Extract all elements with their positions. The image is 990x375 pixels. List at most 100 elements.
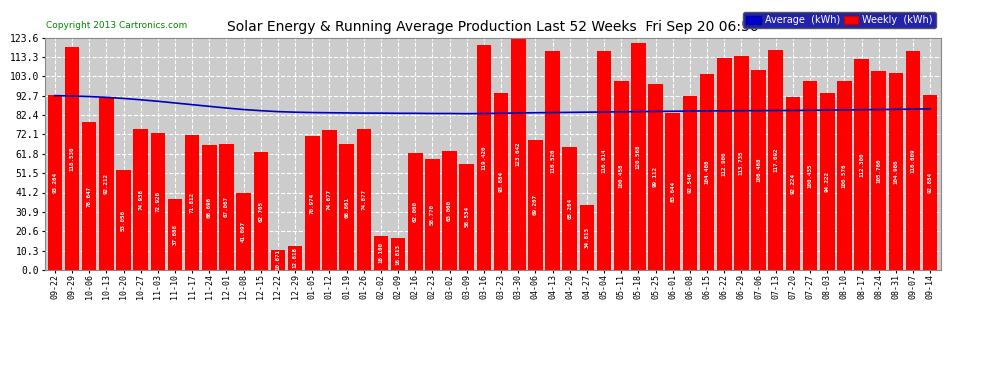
Bar (150, 133, 165, 270)
Bar (167, 199, 182, 270)
Text: 104.408: 104.408 (705, 159, 710, 184)
Bar (116, 170, 131, 270)
Text: 66.696: 66.696 (207, 197, 212, 218)
Text: 113.735: 113.735 (739, 151, 743, 175)
Text: 34.813: 34.813 (584, 227, 589, 248)
Text: 58.770: 58.770 (430, 204, 435, 225)
Bar (185, 135, 199, 270)
Bar (340, 144, 354, 270)
Text: 62.060: 62.060 (413, 201, 418, 222)
Bar (768, 50, 783, 270)
Bar (648, 84, 663, 270)
Bar (237, 193, 250, 270)
Text: 100.435: 100.435 (808, 163, 813, 188)
Bar (443, 152, 457, 270)
Bar (48, 94, 62, 270)
Title: Solar Energy & Running Average Production Last 52 Weeks  Fri Sep 20 06:56: Solar Energy & Running Average Productio… (227, 20, 758, 33)
Text: 92.224: 92.224 (790, 173, 795, 194)
Text: 112.300: 112.300 (859, 152, 864, 177)
Text: 94.222: 94.222 (825, 171, 830, 192)
Bar (202, 144, 217, 270)
Bar (99, 96, 114, 270)
Text: 116.609: 116.609 (911, 148, 916, 172)
Text: 83.644: 83.644 (670, 181, 675, 202)
Text: 119.420: 119.420 (481, 146, 486, 170)
Text: 63.060: 63.060 (447, 200, 452, 221)
Text: 18.100: 18.100 (378, 243, 383, 264)
Text: 92.546: 92.546 (687, 172, 692, 194)
Text: 74.877: 74.877 (361, 189, 366, 210)
Bar (820, 93, 835, 270)
Bar (459, 164, 474, 270)
Text: 118.530: 118.530 (69, 146, 74, 171)
Bar (134, 129, 148, 270)
Text: 93.884: 93.884 (499, 171, 504, 192)
Bar (82, 122, 96, 270)
Text: 92.884: 92.884 (928, 172, 933, 193)
Text: 37.688: 37.688 (172, 224, 177, 245)
Bar (408, 153, 423, 270)
Text: 53.056: 53.056 (121, 210, 126, 231)
Text: 65.264: 65.264 (567, 198, 572, 219)
Bar (373, 236, 388, 270)
Bar (854, 59, 869, 270)
Text: 71.812: 71.812 (190, 192, 195, 213)
Text: 10.671: 10.671 (275, 249, 280, 270)
Bar (579, 204, 594, 270)
Text: 116.614: 116.614 (602, 148, 607, 172)
Text: 67.067: 67.067 (224, 196, 229, 217)
Bar (322, 129, 337, 270)
Text: 70.974: 70.974 (310, 193, 315, 214)
Text: 104.966: 104.966 (893, 159, 898, 183)
Text: 93.264: 93.264 (52, 172, 57, 193)
Bar (683, 96, 697, 270)
Bar (494, 93, 509, 270)
Text: 116.520: 116.520 (550, 148, 555, 172)
Bar (871, 71, 886, 270)
Bar (425, 159, 440, 270)
Bar (786, 96, 800, 270)
Legend: Average  (kWh), Weekly  (kWh): Average (kWh), Weekly (kWh) (743, 12, 936, 28)
Text: 99.112: 99.112 (653, 166, 658, 187)
Text: 92.212: 92.212 (104, 173, 109, 194)
Text: 41.097: 41.097 (242, 221, 247, 242)
Bar (838, 81, 851, 270)
Text: 106.468: 106.468 (756, 158, 761, 182)
Text: 112.900: 112.900 (722, 152, 727, 176)
Bar (64, 47, 79, 270)
Text: 69.207: 69.207 (533, 194, 538, 215)
Bar (270, 250, 285, 270)
Text: 105.760: 105.760 (876, 158, 881, 183)
Bar (735, 56, 748, 270)
Bar (356, 129, 371, 270)
Bar (751, 70, 766, 270)
Text: 16.813: 16.813 (396, 244, 401, 265)
Text: 74.677: 74.677 (327, 189, 332, 210)
Text: 74.938: 74.938 (139, 189, 144, 210)
Bar (889, 72, 903, 270)
Bar (219, 144, 234, 270)
Bar (665, 112, 680, 270)
Bar (803, 81, 818, 270)
Text: 123.642: 123.642 (516, 141, 521, 166)
Text: 72.920: 72.920 (155, 191, 160, 212)
Bar (545, 51, 560, 270)
Text: 12.818: 12.818 (293, 248, 298, 268)
Bar (391, 238, 406, 270)
Bar (906, 51, 921, 270)
Text: 100.458: 100.458 (619, 163, 624, 188)
Text: 120.568: 120.568 (636, 144, 641, 169)
Bar (562, 147, 577, 270)
Text: 117.092: 117.092 (773, 148, 778, 172)
Bar (305, 136, 320, 270)
Bar (253, 152, 268, 270)
Text: 100.576: 100.576 (842, 163, 846, 188)
Bar (288, 246, 302, 270)
Bar (614, 81, 629, 270)
Text: 56.534: 56.534 (464, 206, 469, 227)
Bar (700, 74, 715, 270)
Bar (717, 58, 732, 270)
Bar (511, 38, 526, 270)
Bar (923, 95, 938, 270)
Text: 78.647: 78.647 (87, 186, 92, 207)
